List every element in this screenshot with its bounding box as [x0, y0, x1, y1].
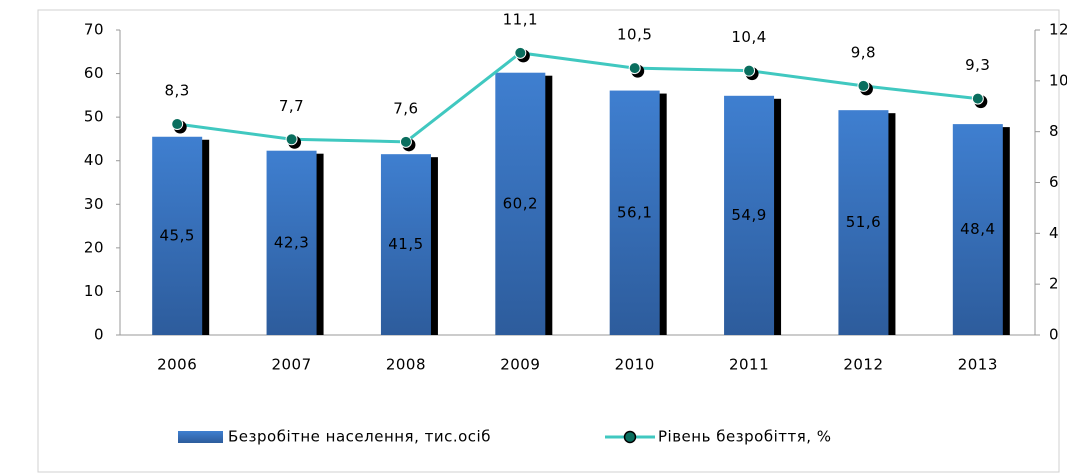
y2-tick-label: 10: [1049, 71, 1067, 89]
line-label: 10,5: [617, 26, 652, 44]
y2-tick-label: 8: [1049, 122, 1059, 140]
marker: [628, 62, 641, 75]
legend-label: Безробітне населення, тис.осіб: [228, 428, 491, 446]
x-tick-label: 2006: [157, 356, 197, 374]
bar: [609, 90, 660, 335]
bar-label: 45,5: [159, 226, 194, 244]
bar-label: 56,1: [617, 203, 652, 221]
line-label: 10,4: [731, 28, 766, 46]
y-tick-label: 40: [84, 151, 104, 169]
line-label: 11,1: [503, 10, 538, 28]
marker: [857, 79, 870, 92]
line-label: 9,3: [965, 56, 990, 74]
bar: [838, 110, 889, 336]
line-label: 8,3: [165, 82, 190, 100]
legend-label: Рівень безробіття, %: [658, 428, 832, 446]
line-label: 7,6: [393, 99, 418, 117]
x-tick-label: 2013: [958, 356, 998, 374]
y-tick-label: 20: [84, 238, 104, 256]
legend-swatch: [178, 431, 223, 443]
x-tick-label: 2007: [271, 356, 311, 374]
y2-tick-label: 0: [1049, 326, 1059, 344]
y-tick-label: 70: [84, 21, 104, 39]
y2-tick-label: 12: [1049, 21, 1067, 39]
marker: [399, 135, 412, 148]
line-label: 9,8: [851, 43, 876, 61]
x-tick-label: 2012: [843, 356, 883, 374]
x-tick-label: 2011: [729, 356, 769, 374]
marker: [285, 133, 298, 146]
legend-marker: [623, 430, 637, 444]
marker: [171, 118, 184, 131]
bar: [952, 124, 1003, 335]
x-tick-label: 2010: [615, 356, 655, 374]
y2-tick-label: 6: [1049, 173, 1059, 191]
y2-tick-label: 4: [1049, 224, 1059, 242]
y-tick-label: 10: [84, 282, 104, 300]
x-tick-label: 2008: [386, 356, 426, 374]
marker: [971, 92, 984, 105]
bar: [380, 154, 431, 335]
chart-frame: [37, 9, 1060, 473]
bar-label: 42,3: [274, 233, 309, 251]
bar-label: 41,5: [388, 235, 423, 253]
marker: [514, 46, 527, 59]
bar-label: 51,6: [846, 213, 881, 231]
line-label: 7,7: [279, 97, 304, 115]
bar-label: 54,9: [731, 206, 766, 224]
bar: [495, 72, 546, 335]
bar: [724, 95, 775, 336]
bar: [266, 150, 317, 335]
y-tick-label: 50: [84, 108, 104, 126]
y-tick-label: 0: [94, 326, 104, 344]
bar: [152, 136, 203, 335]
y2-tick-label: 2: [1049, 275, 1059, 293]
bar-label: 48,4: [960, 220, 995, 238]
y-tick-label: 60: [84, 64, 104, 82]
y-tick-label: 30: [84, 195, 104, 213]
bar-label: 60,2: [503, 194, 538, 212]
x-tick-label: 2009: [500, 356, 540, 374]
line: [176, 51, 978, 144]
marker: [743, 64, 756, 77]
